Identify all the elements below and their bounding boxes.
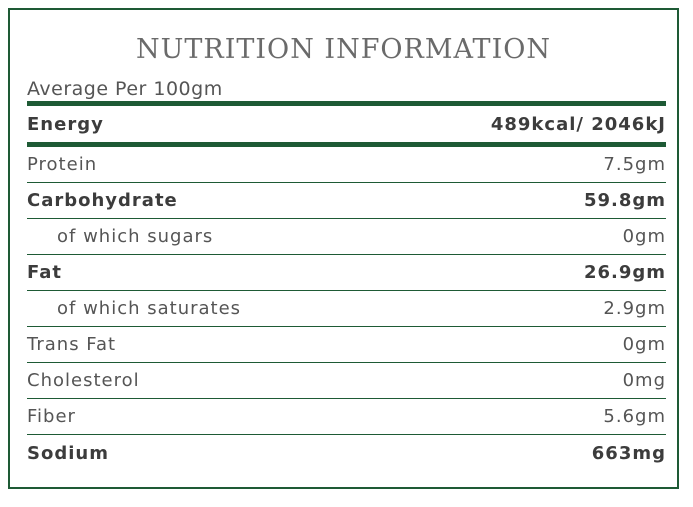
- row-cholesterol: Cholesterol 0mg: [27, 363, 666, 399]
- row-label: Protein: [27, 154, 98, 175]
- row-label: Fiber: [27, 406, 76, 427]
- row-label: Carbohydrate: [27, 190, 178, 211]
- row-energy: Energy 489kcal/ 2046kJ: [27, 106, 666, 142]
- panel-subtitle: Average Per 100gm: [27, 78, 223, 100]
- row-value: 5.6gm: [603, 406, 666, 427]
- row-sugars: of which sugars 0gm: [27, 219, 666, 255]
- row-label: of which sugars: [57, 226, 214, 247]
- row-protein: Protein 7.5gm: [27, 147, 666, 183]
- row-trans-fat: Trans Fat 0gm: [27, 327, 666, 363]
- panel-title: NUTRITION INFORMATION: [136, 34, 551, 65]
- row-value: 0mg: [622, 370, 666, 391]
- row-value: 7.5gm: [603, 154, 666, 175]
- row-label: Cholesterol: [27, 370, 140, 391]
- top-rule: [27, 101, 666, 106]
- row-value: 663mg: [591, 442, 666, 464]
- row-fat: Fat 26.9gm: [27, 255, 666, 291]
- row-label: of which saturates: [57, 298, 242, 319]
- row-sodium: Sodium 663mg: [27, 435, 666, 471]
- row-label: Sodium: [27, 442, 109, 464]
- nutrition-panel: NUTRITION INFORMATION Average Per 100gm …: [8, 8, 679, 489]
- energy-rule: [27, 142, 666, 147]
- row-label: Trans Fat: [27, 334, 117, 355]
- row-value: 26.9gm: [583, 262, 666, 283]
- row-label: Energy: [27, 113, 104, 135]
- row-label: Fat: [27, 262, 62, 283]
- row-carbohydrate: Carbohydrate 59.8gm: [27, 183, 666, 219]
- row-value: 2.9gm: [603, 298, 666, 319]
- row-value: 489kcal/ 2046kJ: [490, 113, 666, 135]
- row-value: 59.8gm: [583, 190, 666, 211]
- row-saturates: of which saturates 2.9gm: [27, 291, 666, 327]
- row-fiber: Fiber 5.6gm: [27, 399, 666, 435]
- row-value: 0gm: [622, 226, 666, 247]
- row-value: 0gm: [622, 334, 666, 355]
